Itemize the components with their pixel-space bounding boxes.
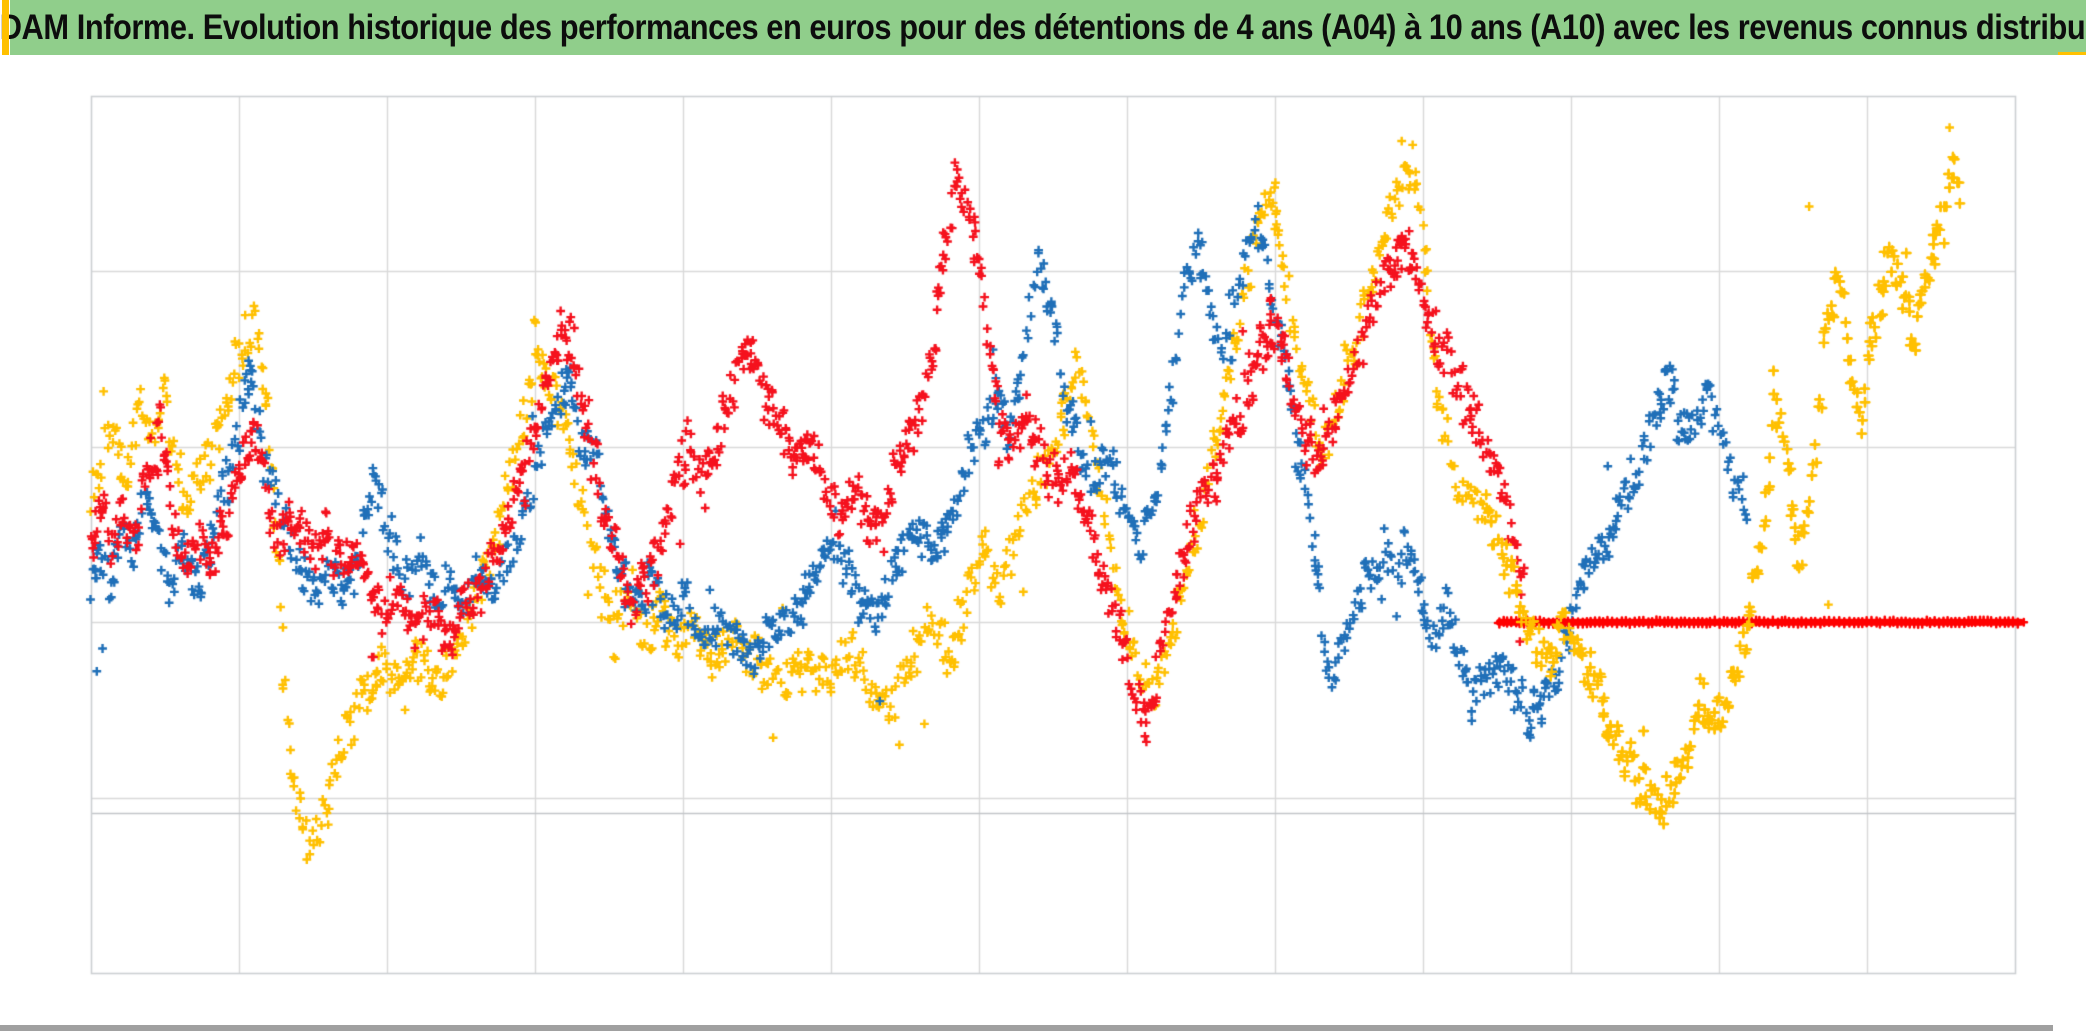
accent-left-stripe (2, 0, 9, 55)
performance-scatter-chart (0, 55, 2086, 1031)
chart-area (0, 55, 2086, 1031)
page-title: ADAM Informe. Evolution historique des p… (0, 7, 2086, 47)
bottom-bar (0, 1025, 2053, 1031)
title-bar: ADAM Informe. Evolution historique des p… (0, 0, 2086, 55)
